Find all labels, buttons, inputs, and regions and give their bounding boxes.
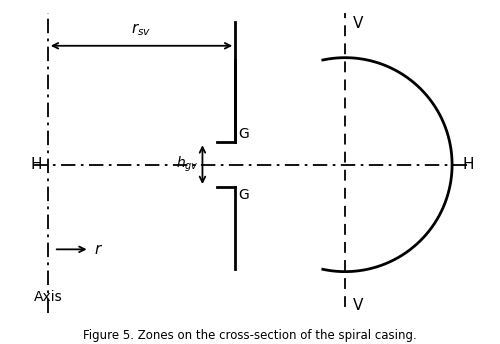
Text: H: H [462, 157, 474, 172]
Text: G: G [238, 127, 250, 141]
Text: G: G [238, 189, 250, 202]
Text: Figure 5. Zones on the cross-section of the spiral casing.: Figure 5. Zones on the cross-section of … [83, 329, 417, 342]
Text: H: H [30, 157, 42, 172]
Text: Axis: Axis [34, 290, 62, 304]
Text: V: V [352, 16, 363, 31]
Text: $h_{gv}$: $h_{gv}$ [176, 155, 199, 174]
Text: V: V [352, 298, 363, 313]
Text: $r$: $r$ [94, 242, 103, 257]
Text: $r_{sv}$: $r_{sv}$ [132, 22, 152, 38]
